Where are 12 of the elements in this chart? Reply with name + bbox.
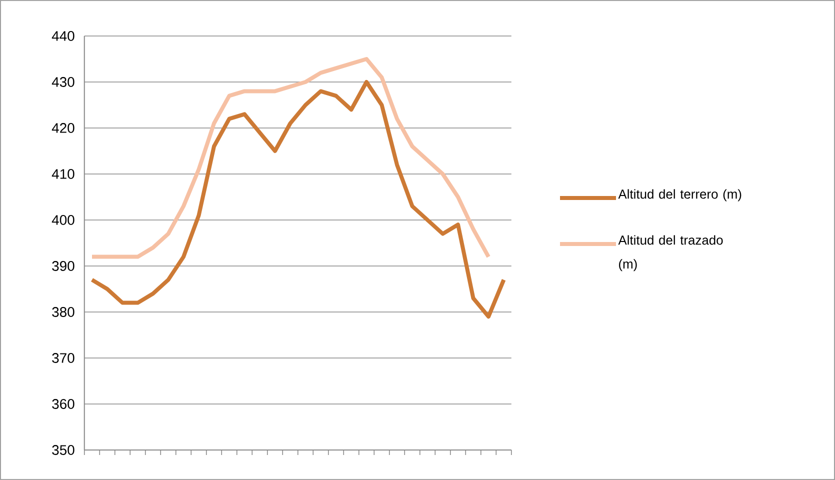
legend-label: Altitud del trazado (m) bbox=[618, 235, 723, 272]
y-tick-label: 350 bbox=[52, 445, 74, 455]
y-tick-label: 400 bbox=[52, 215, 74, 225]
y-tick-label: 370 bbox=[52, 353, 74, 363]
y-tick-label: 420 bbox=[52, 123, 74, 133]
y-tick-label: 440 bbox=[52, 31, 74, 41]
y-tick-label: 430 bbox=[52, 77, 74, 87]
y-tick-label: 380 bbox=[52, 307, 74, 317]
legend-label: Altitud del terrero (m) bbox=[618, 189, 742, 202]
y-tick-label: 390 bbox=[52, 261, 74, 271]
y-tick-label: 410 bbox=[52, 169, 74, 179]
y-tick-label: 360 bbox=[52, 399, 74, 409]
